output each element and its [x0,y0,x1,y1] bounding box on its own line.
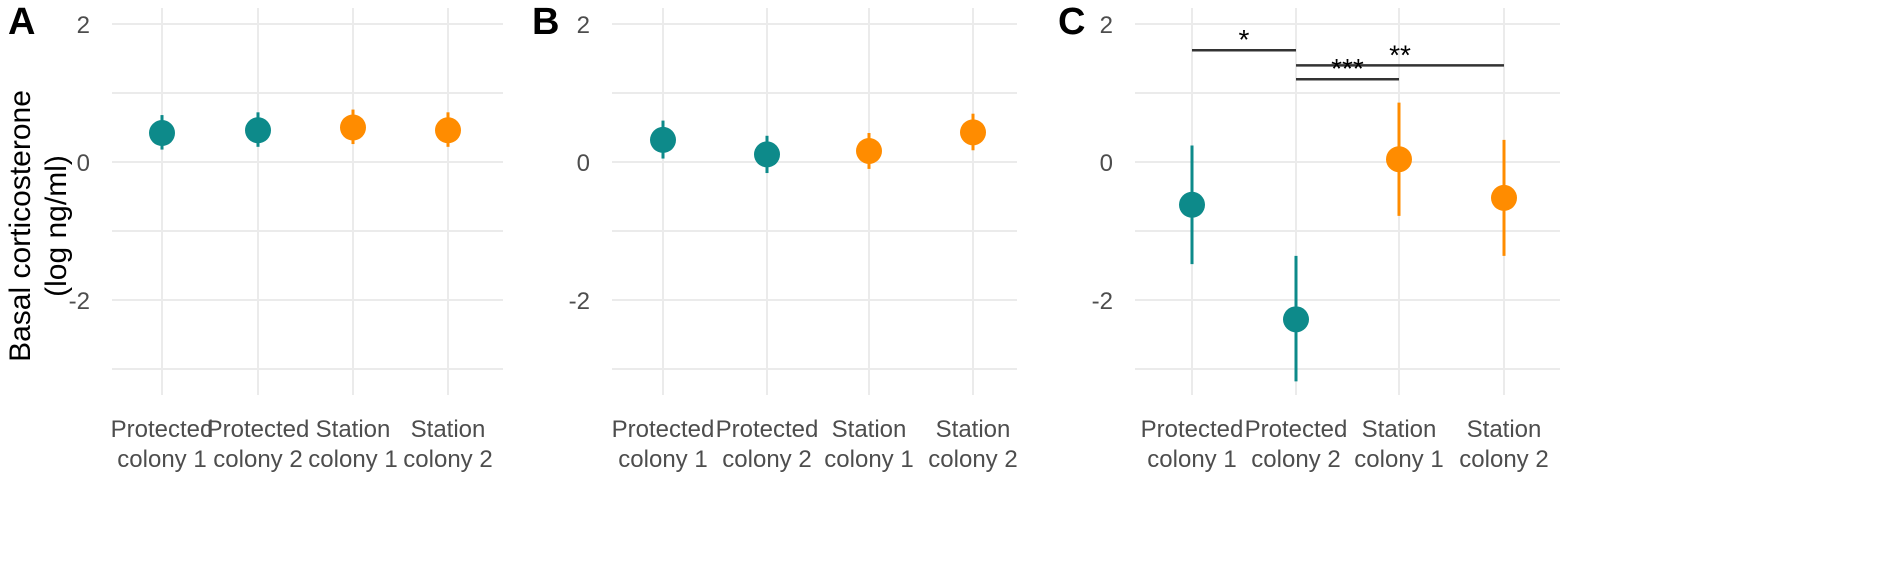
x-tick-label: colony 2 [213,446,302,473]
data-point [1179,191,1205,218]
data-point [245,117,271,144]
x-tick-label: colony 1 [308,446,397,473]
x-tick-label: colony 1 [1354,446,1443,473]
data-point [1491,184,1517,211]
x-tick-label: Station [411,416,486,443]
y-tick-label: 2 [77,12,90,39]
data-point [856,137,882,164]
x-tick-label: Protected [1141,416,1244,443]
x-tick-label: colony 2 [1459,446,1548,473]
data-point [1386,146,1412,173]
data-point [960,119,986,146]
data-point [650,126,676,153]
data-point [340,114,366,141]
x-tick-label: colony 1 [618,446,707,473]
significance-label: * [1239,24,1250,55]
panel-label: B [532,1,559,43]
y-tick-label: -2 [69,288,90,315]
x-tick-label: colony 1 [1147,446,1236,473]
y-tick-label: 0 [577,150,590,177]
data-point [149,120,175,147]
panel-label: C [1058,1,1085,43]
x-tick-label: Station [316,416,391,443]
x-tick-label: Station [1467,416,1542,443]
x-tick-label: Protected [1245,416,1348,443]
data-point [1283,306,1309,333]
y-tick-label: 0 [1100,150,1113,177]
x-tick-label: colony 2 [722,446,811,473]
x-tick-label: colony 2 [928,446,1017,473]
x-tick-label: colony 2 [1251,446,1340,473]
x-tick-label: Station [936,416,1011,443]
data-point [754,141,780,168]
x-tick-label: colony 2 [403,446,492,473]
data-point [435,117,461,144]
x-tick-label: Protected [207,416,310,443]
significance-label: ** [1389,39,1411,70]
y-tick-label: 2 [577,12,590,39]
x-tick-label: colony 1 [117,446,206,473]
x-tick-label: Protected [612,416,715,443]
y-tick-label: -2 [569,288,590,315]
y-tick-label: 2 [1100,12,1113,39]
panel-label: A [8,1,35,43]
significance-label: *** [1331,53,1364,84]
y-tick-label: 0 [77,150,90,177]
x-tick-label: Protected [716,416,819,443]
y-axis-label: Basal corticosterone [4,90,37,362]
y-axis-label-unit: (log ng/ml) [40,155,73,297]
y-tick-label: -2 [1092,288,1113,315]
x-tick-label: Protected [111,416,214,443]
x-tick-label: Station [1362,416,1437,443]
x-tick-label: colony 1 [824,446,913,473]
x-tick-label: Station [832,416,907,443]
